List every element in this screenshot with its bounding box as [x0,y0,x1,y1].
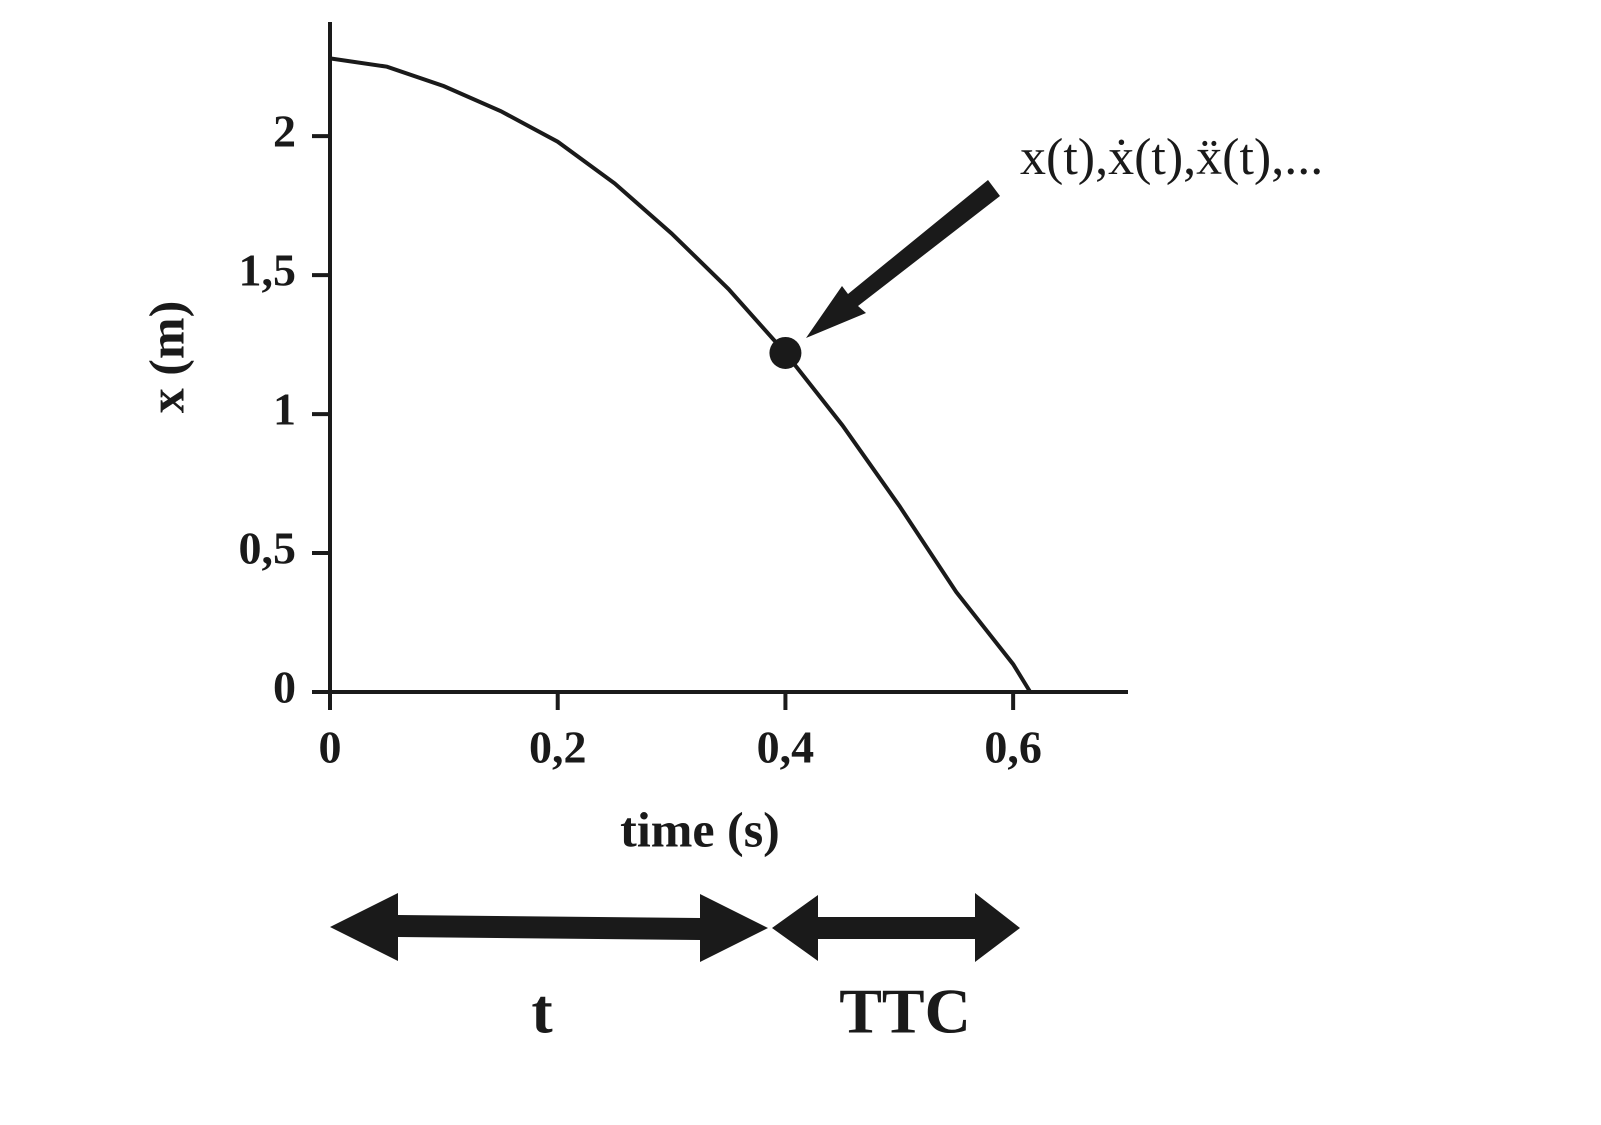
x-axis-label: time (s) [620,801,780,857]
y-tick-label: 1,5 [239,245,297,296]
interval-label: t [531,976,553,1047]
x-tick-label: 0,4 [757,722,815,773]
x-tick-label: 0,2 [529,722,587,773]
annotation: x(t),ẋ(t),ẍ(t),... [1020,129,1323,186]
interval-arrow [330,893,768,962]
annotation-arrow [806,180,1000,338]
interval-arrow [772,893,1020,962]
y-axis-label: x (m) [138,301,194,413]
x-tick-label: 0,6 [984,722,1042,773]
y-tick-label: 0,5 [239,523,297,574]
y-tick-label: 0 [273,662,296,713]
marker-point [769,336,802,369]
y-tick-label: 1 [273,384,296,435]
interval-label: TTC [839,976,971,1047]
y-tick-label: 2 [273,106,296,157]
data-line [329,56,1032,694]
x-tick-label: 0 [319,722,342,773]
